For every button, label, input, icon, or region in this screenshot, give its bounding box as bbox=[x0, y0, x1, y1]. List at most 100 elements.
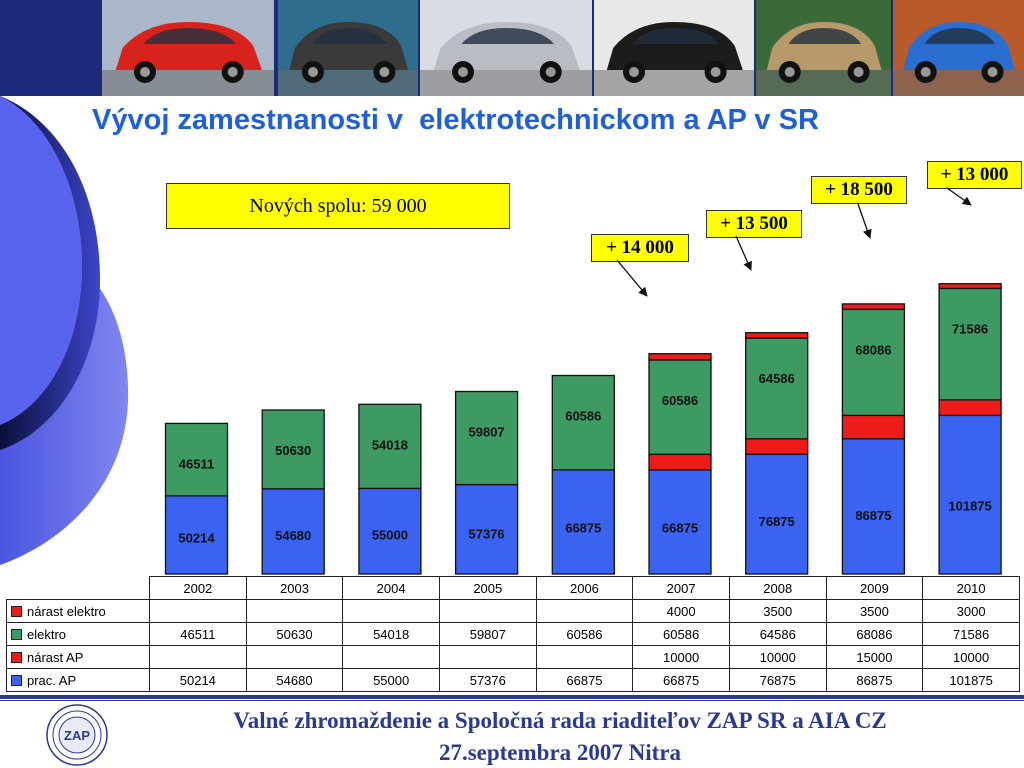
table-cell: 60586 bbox=[632, 622, 730, 646]
legend-swatch bbox=[11, 674, 22, 686]
legend-entry: prac. AP bbox=[6, 668, 150, 692]
table-cell bbox=[342, 599, 440, 623]
bar-label-prac-ap-2006: 66875 bbox=[565, 520, 601, 535]
table-cell: 3000 bbox=[922, 599, 1020, 623]
table-year-header: 2007 bbox=[632, 576, 730, 600]
car-photo-silver-suv bbox=[420, 0, 592, 96]
table-year-header: 2006 bbox=[535, 576, 634, 600]
stacked-bar-chart: 50214 46511 54680 50630 55000 54018 57376 59807… bbox=[164, 187, 1002, 575]
table-cell: 68086 bbox=[825, 622, 924, 646]
summary-box: Nových spolu: 59 000 bbox=[166, 183, 510, 229]
legend-entry: elektro bbox=[6, 622, 150, 646]
bar-narast-ap-2010 bbox=[938, 399, 1002, 417]
footer-rule bbox=[0, 695, 1024, 699]
car-photo-gold-hatchback bbox=[756, 0, 891, 96]
footer-line-2: 27.septembra 2007 Nitra bbox=[438, 740, 682, 765]
table-cell: 64586 bbox=[728, 622, 827, 646]
legend-swatch bbox=[11, 605, 22, 617]
summary-text: Nových spolu: 59 000 bbox=[249, 194, 427, 217]
table-cell bbox=[149, 645, 247, 669]
table-cell: 66875 bbox=[535, 668, 634, 692]
bar-prac-ap-2005 bbox=[454, 484, 519, 575]
legend-label: nárast AP bbox=[27, 649, 84, 665]
bar-elektro-2005 bbox=[454, 390, 519, 486]
table-cell: 66875 bbox=[632, 668, 730, 692]
table-cell: 50630 bbox=[245, 622, 344, 646]
table-row: prac. AP 50214 54680 55000 57376 66875 66875 76… bbox=[6, 668, 1020, 692]
callout-2010: + 13 000 bbox=[927, 161, 1022, 189]
table-cell: 46511 bbox=[149, 622, 247, 646]
bar-label-prac-ap-2004: 55000 bbox=[372, 528, 408, 543]
table-cell bbox=[438, 645, 537, 669]
bar-label-elektro-2008: 64586 bbox=[759, 371, 795, 386]
table-cell: 4000 bbox=[632, 599, 730, 623]
bar-prac-ap-2009 bbox=[841, 438, 906, 575]
bar-narast-elektro-2009 bbox=[841, 303, 906, 310]
table-year-header: 2005 bbox=[438, 576, 537, 600]
table-cell bbox=[535, 599, 634, 623]
bar-prac-ap-2004 bbox=[358, 487, 422, 575]
callout-label: + 18 500 bbox=[825, 179, 893, 200]
table-cell bbox=[535, 645, 634, 669]
bar-label-prac-ap-2008: 76875 bbox=[759, 514, 795, 529]
bar-elektro-2004 bbox=[358, 403, 422, 490]
footer-line-1: Valné zhromaždenie a Spoločná rada riadi… bbox=[233, 708, 887, 733]
table-header-row: 2002 2003 2004 2005 2006 2007 2008 2009 2010 bbox=[6, 576, 1020, 600]
callout-2007: + 14 000 bbox=[591, 234, 689, 262]
callout-arrow-2007 bbox=[616, 259, 648, 297]
zap-logo: ZAP bbox=[46, 704, 108, 766]
bar-elektro-2009 bbox=[841, 308, 906, 417]
table-cell: 57376 bbox=[438, 668, 537, 692]
table-cell: 86875 bbox=[825, 668, 924, 692]
table-year-header: 2002 bbox=[149, 576, 247, 600]
legend-swatch bbox=[11, 628, 22, 640]
bar-label-elektro-2005: 59807 bbox=[469, 425, 505, 440]
car-photo-dark-suv-splash bbox=[278, 0, 418, 96]
callout-arrow-2008 bbox=[735, 235, 752, 271]
legend-label: prac. AP bbox=[27, 672, 77, 688]
bar-narast-elektro-2007 bbox=[648, 353, 712, 361]
svg-text:ZAP: ZAP bbox=[64, 728, 90, 743]
table-year-header: 2009 bbox=[825, 576, 924, 600]
bar-label-elektro-2002: 46511 bbox=[179, 456, 214, 471]
bar-label-prac-ap-2010: 101875 bbox=[948, 499, 991, 514]
callout-arrow-2010 bbox=[946, 187, 972, 206]
legend-entry: nárast elektro bbox=[6, 599, 150, 623]
bar-narast-ap-2009 bbox=[841, 414, 906, 440]
bar-elektro-2002 bbox=[164, 422, 229, 497]
bar-prac-ap-2010 bbox=[938, 414, 1002, 575]
bar-elektro-2007 bbox=[648, 359, 712, 455]
legend-entry: nárast AP bbox=[6, 645, 150, 669]
table-cell: 55000 bbox=[342, 668, 440, 692]
bar-narast-ap-2007 bbox=[648, 453, 712, 471]
bar-label-elektro-2004: 54018 bbox=[372, 437, 408, 452]
table-year-header: 2008 bbox=[728, 576, 827, 600]
table-cell bbox=[438, 599, 537, 623]
bar-label-prac-ap-2007: 66875 bbox=[662, 520, 698, 535]
bar-elektro-2003 bbox=[261, 409, 325, 490]
bar-prac-ap-2008 bbox=[745, 453, 809, 575]
table-cell: 15000 bbox=[825, 645, 924, 669]
legend-swatch bbox=[11, 651, 22, 663]
table-cell: 10000 bbox=[922, 645, 1020, 669]
bar-label-prac-ap-2003: 54680 bbox=[275, 528, 311, 543]
callout-label: + 13 000 bbox=[940, 164, 1009, 185]
bar-narast-ap-2008 bbox=[745, 438, 809, 455]
bar-elektro-2006 bbox=[551, 374, 615, 471]
table-cell: 101875 bbox=[922, 668, 1020, 692]
bar-label-prac-ap-2002: 50214 bbox=[178, 531, 215, 546]
table-cell bbox=[149, 599, 247, 623]
table-cell: 3500 bbox=[728, 599, 827, 623]
table-year-header: 2010 bbox=[922, 576, 1020, 600]
table-cell bbox=[245, 645, 344, 669]
table-cell: 60586 bbox=[535, 622, 634, 646]
table-cell: 76875 bbox=[728, 668, 827, 692]
legend-label: elektro bbox=[27, 626, 67, 642]
bar-narast-elektro-2008 bbox=[745, 332, 809, 339]
decorative-blue-shapes bbox=[0, 96, 129, 565]
table-row: nárast AP 10000 10000 15000 10000 bbox=[6, 645, 1020, 669]
callout-2009: + 18 500 bbox=[811, 176, 907, 204]
table-cell: 3500 bbox=[825, 599, 924, 623]
callout-arrow-2009 bbox=[857, 203, 872, 239]
bar-label-elektro-2007: 60586 bbox=[662, 393, 698, 408]
